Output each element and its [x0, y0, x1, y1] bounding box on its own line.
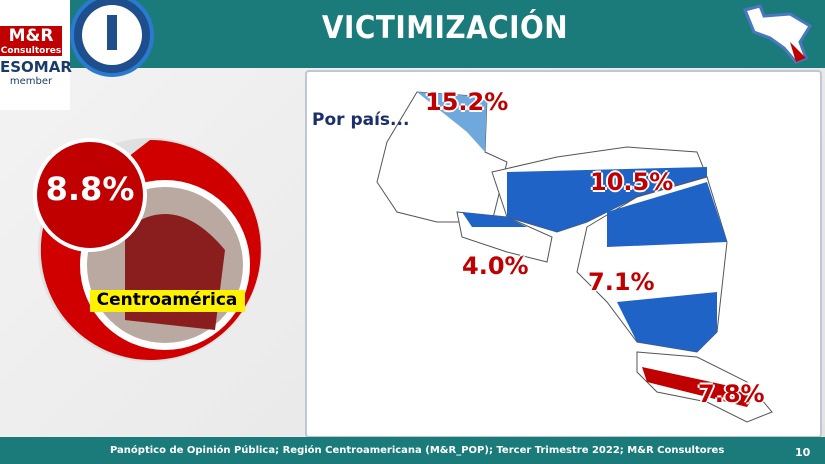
country-value: 15.2% [425, 88, 509, 116]
footer-bar [0, 437, 825, 464]
country-value: 4.0% [462, 252, 529, 280]
country-value: 7.1% [588, 268, 655, 296]
slide-title: VICTIMIZACIÓN [321, 10, 569, 46]
summary-label: Centroamérica [96, 290, 238, 310]
region-flag-map [742, 4, 813, 64]
footer-source: Panóptico de Opinión Pública; Región Cen… [110, 445, 725, 456]
map [376, 91, 773, 423]
logo-association-sub: member [9, 76, 53, 87]
logo-brand: M&R [0, 26, 62, 46]
logo-brand-sub: Consultores [0, 46, 62, 56]
country-value: 7.8% [698, 380, 765, 408]
page-number: 10 [795, 446, 811, 459]
map-subtitle: Por país... [312, 110, 410, 130]
emblem [70, 0, 154, 77]
logo: M&R Consultores ESOMAR member [0, 0, 72, 110]
summary-badge [33, 138, 262, 362]
logo-association: ESOMAR [0, 58, 72, 76]
summary-value: 8.8% [45, 170, 135, 208]
country-value: 10.5% [590, 168, 674, 196]
